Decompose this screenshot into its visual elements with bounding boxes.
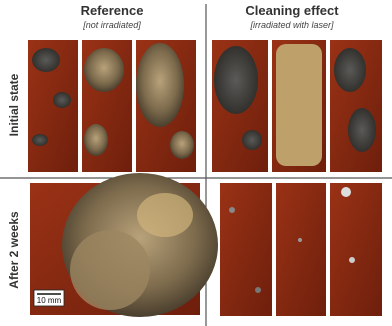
row-label: After 2 weeks — [7, 211, 21, 289]
column-subtitle: [not irradiated] — [82, 20, 141, 30]
photo — [30, 173, 218, 317]
scale-label: 10 mm — [37, 296, 62, 305]
column-title: Cleaning effect — [245, 3, 339, 18]
column-subtitle: [irradiated with laser] — [249, 20, 334, 30]
row-label: Initial state — [7, 73, 21, 136]
column-title: Reference — [81, 3, 144, 18]
photo — [212, 40, 382, 172]
photo — [220, 183, 382, 316]
photo — [28, 40, 196, 172]
